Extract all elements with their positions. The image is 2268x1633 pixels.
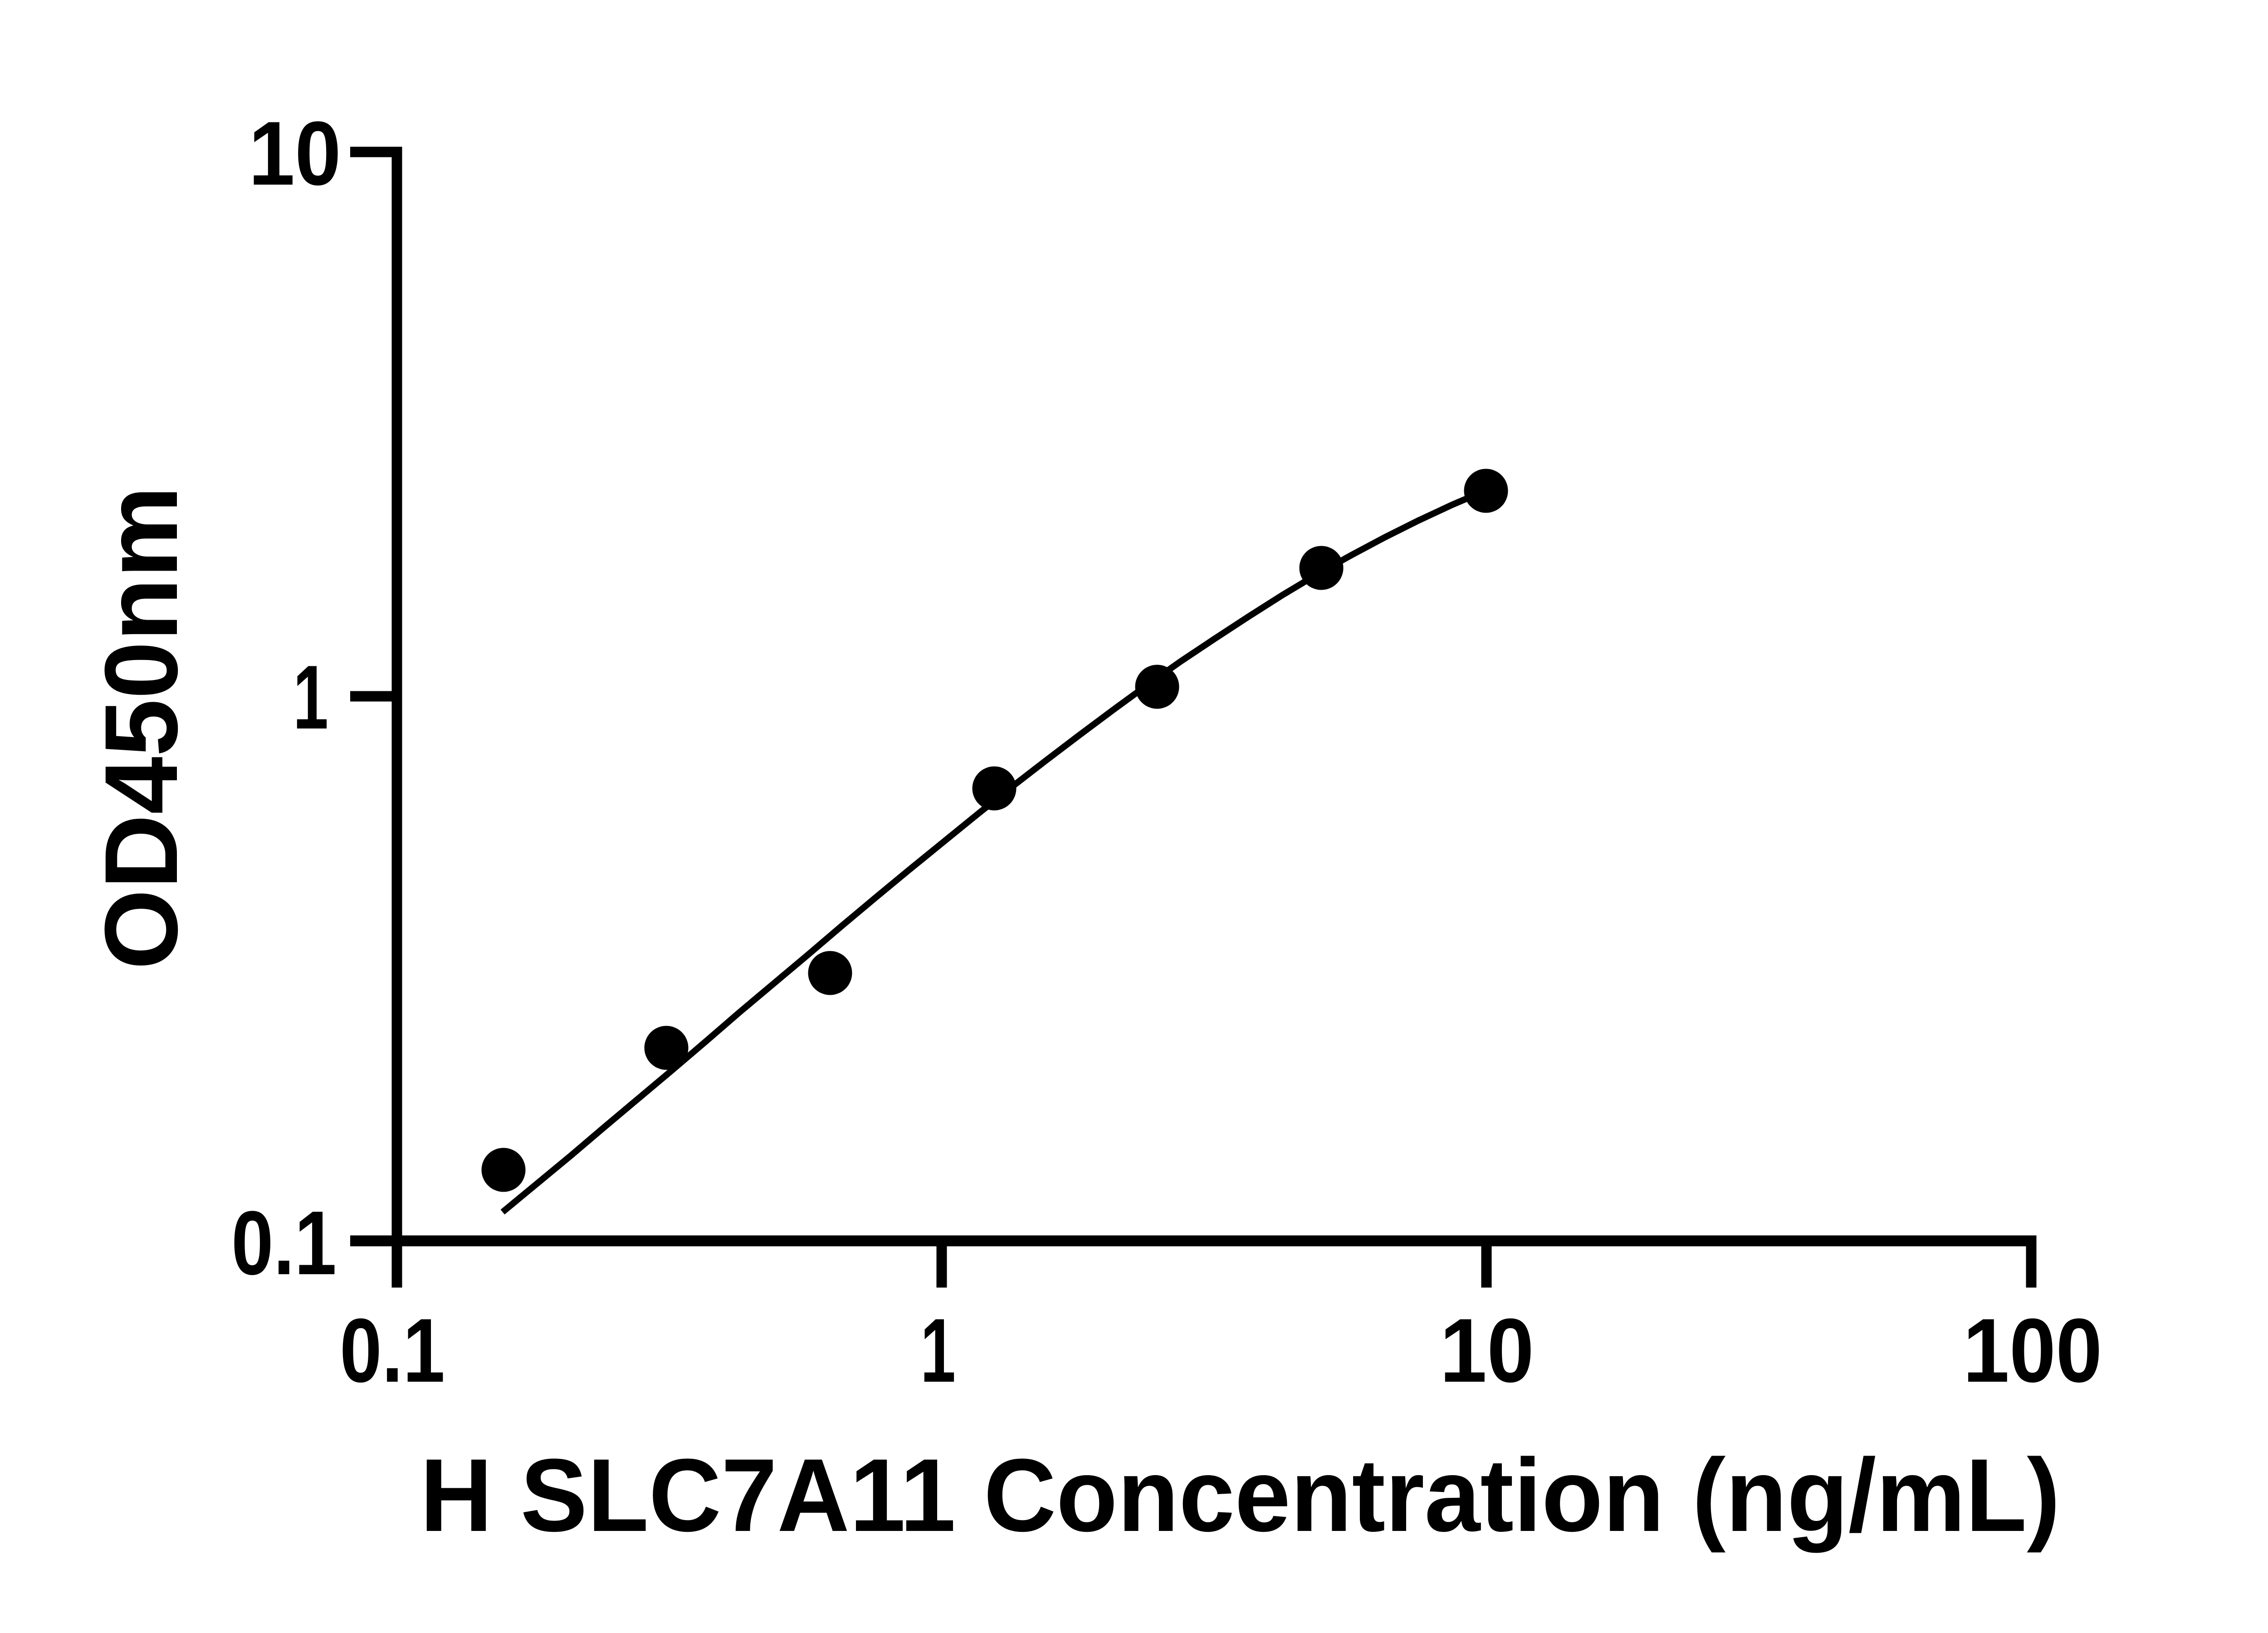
- svg-text:OD450nm: OD450nm: [83, 486, 199, 970]
- svg-text:0.1: 0.1: [231, 1193, 337, 1294]
- svg-text:1: 1: [920, 1300, 956, 1401]
- svg-text:10: 10: [249, 103, 341, 204]
- svg-text:100: 100: [1963, 1300, 2102, 1401]
- svg-text:10: 10: [1440, 1300, 1534, 1401]
- svg-text:H SLC7A11 Concentration (ng/mL: H SLC7A11 Concentration (ng/mL): [420, 1437, 2060, 1553]
- svg-text:0.1: 0.1: [340, 1300, 445, 1401]
- svg-text:1: 1: [293, 647, 328, 748]
